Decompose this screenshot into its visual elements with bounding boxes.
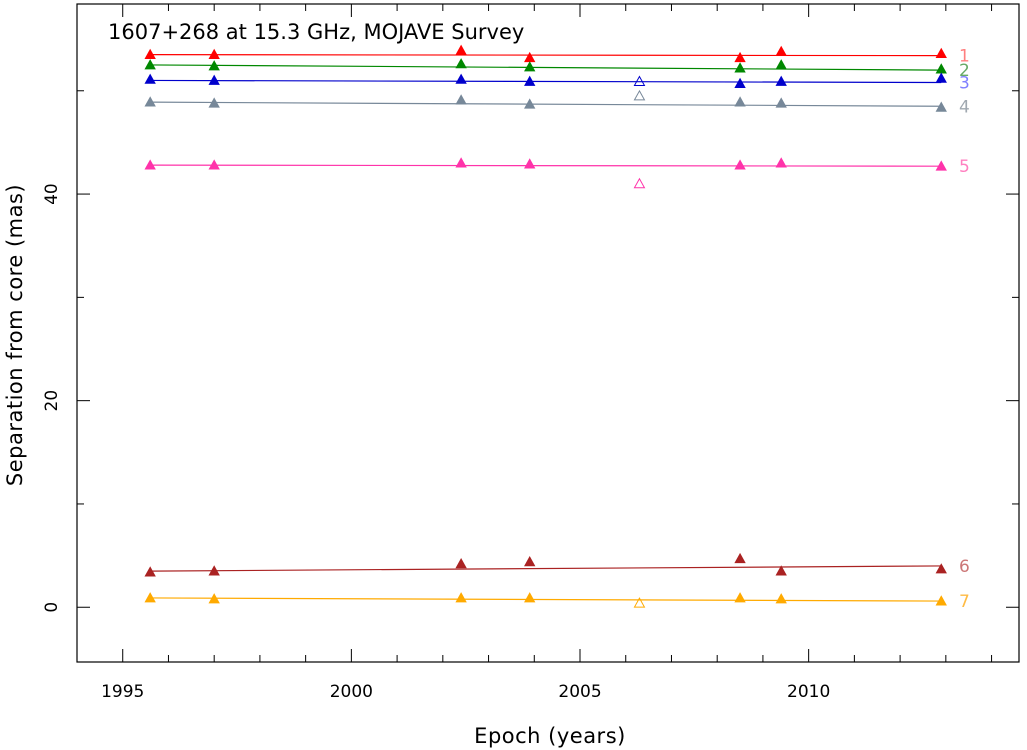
point-2 [524,61,536,72]
point-6 [734,552,746,564]
component-label-6: 6 [959,557,970,577]
fit-lines [150,54,942,602]
fit-line-7 [150,597,942,602]
point-7 [734,592,746,603]
y-tick-label: 40 [42,183,62,205]
fit-line-5 [150,164,942,167]
open-point-5 [633,177,646,189]
point-4 [208,97,220,108]
point-4 [455,94,467,105]
point-2 [455,58,467,69]
point-3 [144,73,156,84]
point-4 [144,96,156,107]
tick-labels: 1995 2000 2005 2010 0 20 40 [42,183,830,702]
y-tick-label: 0 [42,602,62,613]
point-5 [935,160,947,171]
point-1 [144,48,156,60]
plot-frame [76,3,1020,663]
component-label-4: 4 [959,97,970,117]
x-tick-label: 2000 [330,682,373,702]
component-label-1: 1 [959,47,970,67]
axis-ticks [76,4,1019,662]
point-7 [208,593,220,604]
point-4 [734,96,746,107]
point-1 [455,44,467,55]
point-3 [208,74,220,85]
point-4 [524,98,536,109]
y-tick-label: 20 [42,390,62,412]
chart-title: 1607+268 at 15.3 GHz, MOJAVE Survey [108,20,524,44]
fit-line-2 [150,64,942,71]
point-5 [775,157,787,168]
component-label-2: 2 [959,61,970,81]
x-tick-label: 2005 [558,682,601,702]
point-7 [144,592,156,603]
point-2 [775,59,787,70]
point-3 [775,75,787,86]
point-2 [734,62,746,73]
point-3 [935,72,947,83]
point-3 [455,73,467,84]
point-6 [524,555,536,567]
point-2 [208,60,220,71]
point-7 [455,592,467,603]
component-labels: 123 4 5 6 7 [959,47,970,612]
point-1 [208,48,220,60]
x-tick-label: 1995 [101,682,144,702]
point-6 [208,565,220,576]
point-2 [144,59,156,70]
open-point-7 [633,597,646,608]
point-1 [734,51,746,63]
point-5 [455,157,467,168]
y-axis-title: Separation from core (mas) [3,184,27,486]
point-5 [208,159,220,170]
point-1 [775,45,787,56]
point-6 [935,563,947,574]
component-label-3: 3 [959,74,970,94]
point-7 [524,592,536,603]
point-1 [935,47,947,58]
point-7 [775,593,787,604]
open-point-3 [633,75,646,86]
point-6 [455,558,467,569]
point-3 [734,77,746,88]
fit-line-6 [150,565,942,572]
point-7 [935,595,947,606]
x-axis-title: Epoch (years) [474,724,626,748]
point-4 [775,97,787,108]
point-6 [144,566,156,577]
open-point-4 [633,89,646,101]
component-label-5: 5 [959,157,970,177]
point-5 [734,159,746,170]
point-3 [524,75,536,86]
fit-line-1 [150,54,942,57]
fit-line-4 [150,101,942,107]
point-5 [144,159,156,170]
point-5 [524,158,536,169]
fit-line-3 [150,79,942,84]
point-4 [935,101,947,112]
data-markers [144,44,947,608]
component-label-7: 7 [959,592,970,612]
x-tick-label: 2010 [787,682,830,702]
point-6 [775,565,787,576]
